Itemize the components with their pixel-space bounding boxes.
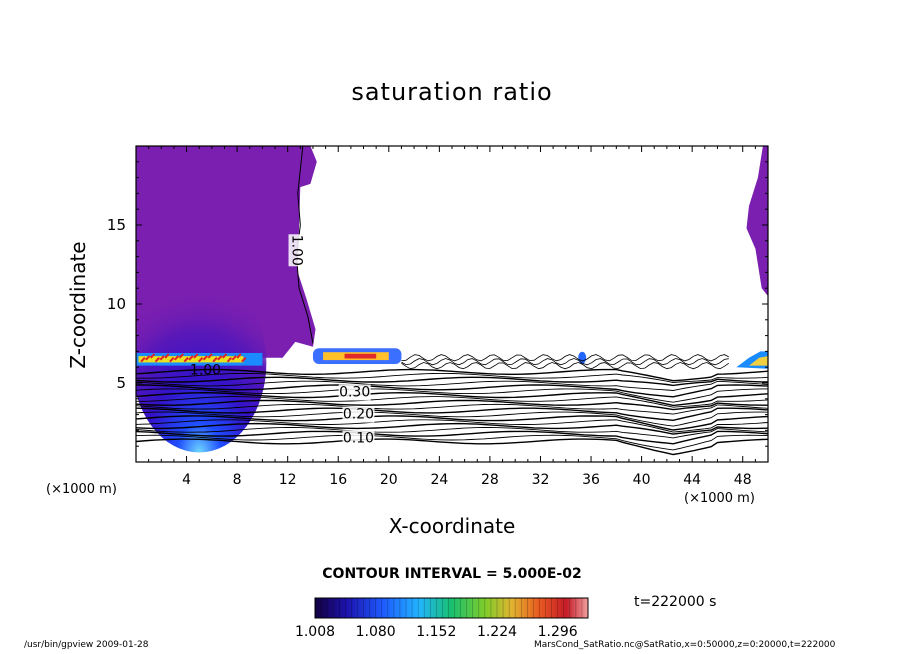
plume-hot-band: [138, 356, 244, 363]
contour-wavy: [401, 354, 729, 362]
plume-red-streak: [197, 357, 204, 363]
contour-line: [136, 407, 768, 422]
contour-line: [136, 415, 768, 431]
x-tick-label: 4: [182, 472, 191, 488]
plume-red-streak: [173, 355, 180, 361]
contour-line: [136, 438, 768, 456]
contour-wavy: [401, 358, 729, 366]
colorbar-tick-label: 1.080: [356, 624, 396, 640]
plume-red-streak: [145, 355, 151, 361]
colorbar-ticks: 1.008 1.080 1.152 1.224 1.296: [295, 624, 578, 640]
colorbar-tick-label: 1.152: [416, 624, 456, 640]
contour-line: [136, 399, 768, 411]
x-tick-label: 28: [481, 472, 499, 488]
footer-source: MarsCond_SatRatio.nc@SatRatio,x=0:50000,…: [534, 640, 836, 650]
y-axis-label: Z-coordinate: [66, 241, 90, 369]
x-tick-label: 40: [633, 472, 651, 488]
time-label: t=222000 s: [634, 594, 717, 610]
x-tick-label: 8: [233, 472, 242, 488]
contour-label: 1.00: [190, 362, 221, 378]
purple-region-right: [746, 146, 768, 297]
plume-red-streak: [226, 357, 233, 363]
x-axis-label: X-coordinate: [388, 514, 516, 538]
y-axis-ticks: 5 10 15: [107, 161, 768, 447]
plume-red-streak: [178, 353, 184, 359]
mid-blob-peak: [344, 353, 377, 359]
plume-red-streak: [169, 357, 175, 363]
contour-line: [136, 368, 768, 382]
x-tick-label: 16: [329, 472, 347, 488]
plume-red-streak: [183, 357, 189, 363]
x-tick-label: 48: [734, 472, 752, 488]
plume-red-streak: [212, 357, 218, 363]
small-blob: [578, 351, 587, 364]
plume-red-streak: [193, 353, 199, 359]
y-tick-label: 5: [116, 374, 126, 392]
plume-red-streak: [221, 353, 228, 359]
colorbar-stripes: [320, 598, 583, 618]
plume-red-streak: [188, 355, 194, 361]
contour-line: [136, 434, 768, 451]
contour-line: [136, 376, 768, 387]
plume-red-streak: [149, 353, 156, 359]
contour-label-bg: [288, 234, 305, 267]
x-unit-label-right: (×1000 m): [684, 491, 755, 506]
plume-red-streak: [217, 355, 223, 361]
contour-line: [136, 388, 768, 403]
plume-red-streak: [231, 355, 237, 361]
plume-red-streak: [207, 353, 213, 359]
footer-command: /usr/bin/gpview 2009-01-28: [24, 640, 149, 650]
contour-line: [136, 391, 768, 407]
contour-lines: [136, 146, 768, 456]
colorbar-tick-label: 1.224: [477, 624, 517, 640]
contour-line: [136, 403, 768, 415]
plume-red-streak: [140, 357, 146, 363]
y-tick-label: 15: [107, 216, 126, 234]
contour-line: [136, 419, 768, 433]
x-axis-ticks: 4 8 12 16 20 24 28 32 36 40 44 48: [148, 146, 756, 488]
colorbar-tick-label: 1.008: [295, 624, 335, 640]
contour-labels: 1.00 1.00 0.30 0.20 0.10: [190, 234, 375, 447]
x-tick-label: 12: [279, 472, 297, 488]
contour-label: 0.20: [343, 407, 374, 423]
contour-label-bg: [342, 430, 375, 447]
x-tick-label: 32: [532, 472, 550, 488]
contour-label: 0.30: [339, 384, 370, 400]
contour-label: 0.10: [343, 430, 374, 446]
x-tick-label: 44: [683, 472, 701, 488]
contour-line: [136, 422, 768, 435]
contour-line: [136, 396, 768, 408]
plume-red-streak: [236, 353, 242, 359]
contour-line: [136, 384, 768, 398]
x-tick-label: 20: [380, 472, 398, 488]
contour-line: [136, 430, 768, 445]
x-unit-label-left: (×1000 m): [46, 482, 117, 497]
contour-label: 1.00: [289, 235, 305, 266]
y-tick-label: 10: [107, 295, 126, 313]
contour-line: [136, 380, 768, 391]
contour-line: [136, 427, 768, 439]
contour-line: [136, 372, 768, 383]
contour-label-bg: [342, 406, 375, 423]
contour-interval-label: CONTOUR INTERVAL = 5.000E-02: [322, 566, 582, 582]
colorbar: [314, 597, 589, 619]
plume-red-streak: [202, 355, 209, 361]
contour-label-bg: [338, 384, 371, 401]
chart-title: saturation ratio: [351, 78, 553, 106]
x-tick-label: 36: [582, 472, 600, 488]
right-blob-hot: [749, 356, 768, 366]
colorbar-tick-label: 1.296: [538, 624, 578, 640]
contour-wavy: [401, 362, 730, 370]
plume-red-streak: [159, 355, 165, 361]
contour-line: [136, 411, 768, 427]
plume-red-streak: [154, 357, 160, 363]
plume-red-streak: [164, 353, 170, 359]
x-tick-label: 24: [430, 472, 448, 488]
plume-red-streak: [241, 357, 247, 363]
